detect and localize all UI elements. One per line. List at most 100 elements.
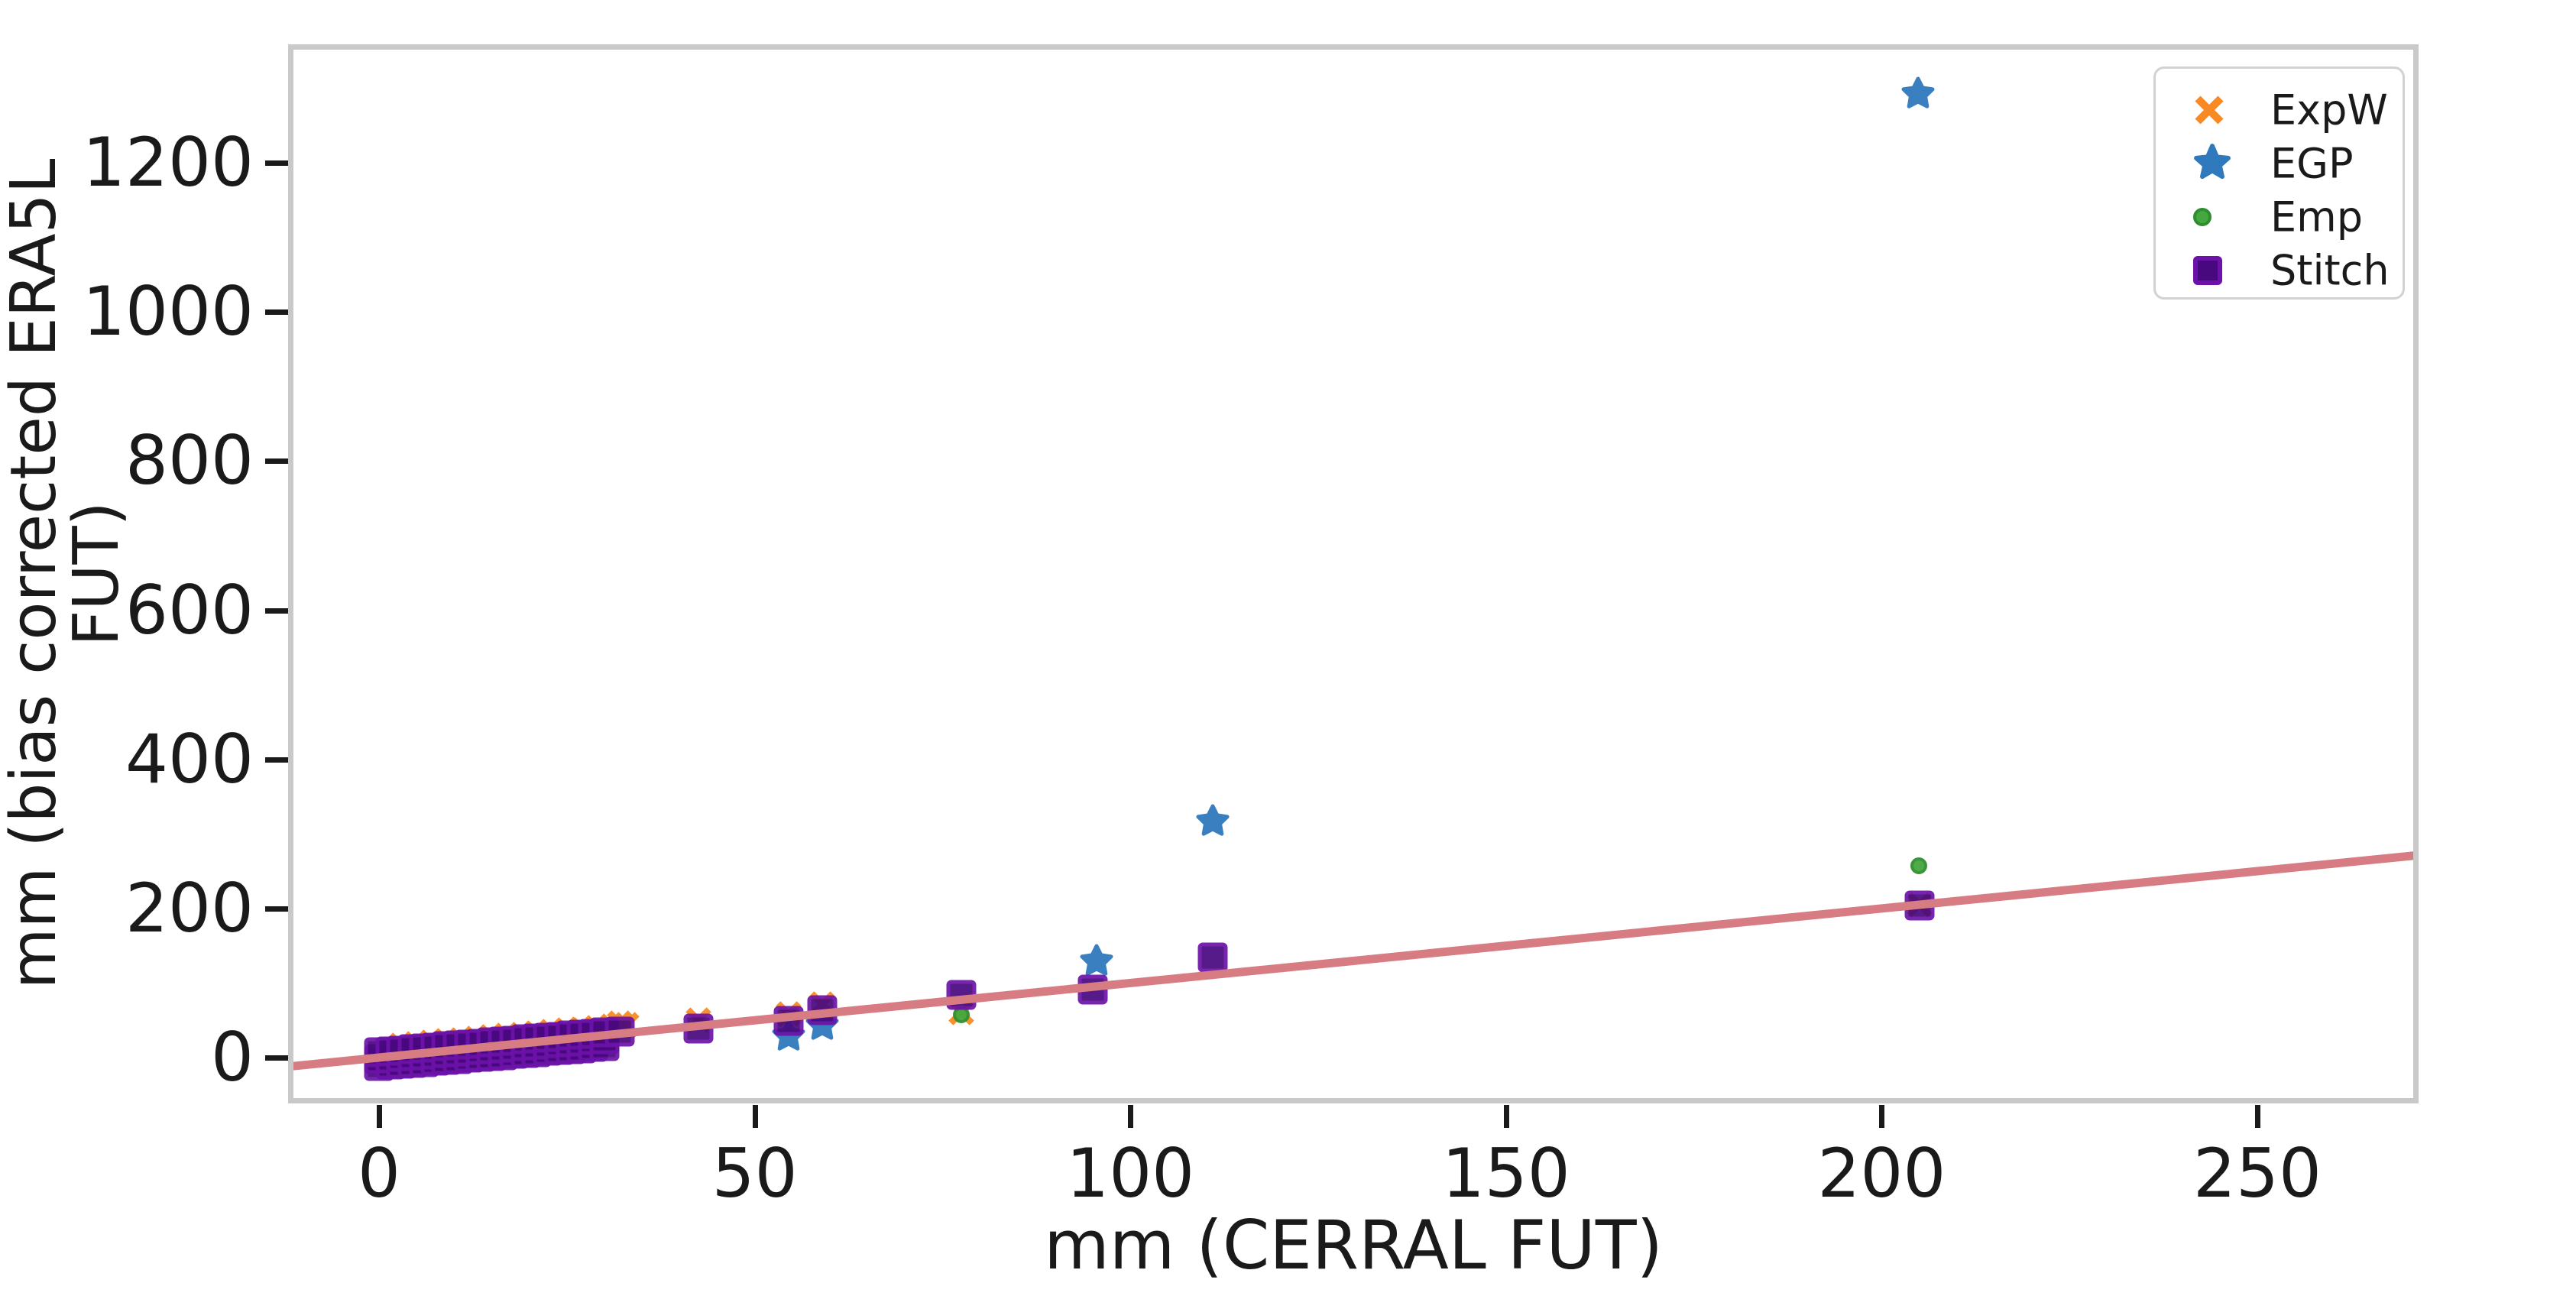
data-point-stitch [566, 1026, 597, 1057]
data-point-stitch [1077, 974, 1108, 1005]
data-point-stitch [544, 1028, 575, 1058]
data-point-stitch [499, 1025, 530, 1056]
data-point-stitch [409, 1047, 439, 1077]
data-point-stitch [604, 1016, 635, 1047]
data-point-stitch [533, 1035, 563, 1066]
data-point-expw [1906, 892, 1933, 918]
x-tick-mark [1128, 1105, 1134, 1128]
data-point-expw [584, 1015, 610, 1041]
data-point-egp [1196, 804, 1230, 836]
data-point-expw [776, 1001, 802, 1028]
x-tick-label: 0 [358, 1134, 400, 1213]
data-point-stitch [454, 1029, 484, 1060]
data-point-stitch [544, 1035, 575, 1065]
y-tick-label: 400 [125, 719, 254, 799]
data-point-stitch [510, 1038, 541, 1068]
x-tick-label: 250 [2193, 1134, 2322, 1213]
data-point-egp [772, 1019, 805, 1051]
data-point-stitch [521, 1030, 552, 1061]
data-point-stitch [556, 1027, 586, 1058]
data-point-expw [606, 1010, 633, 1036]
data-point-stitch [442, 1030, 473, 1061]
x-tick-label: 50 [711, 1134, 798, 1213]
data-point-stitch [397, 1034, 428, 1064]
legend-item-emp: Emp [2156, 193, 2403, 241]
square-marker-icon [2193, 256, 2222, 285]
data-point-stitch [589, 1031, 620, 1061]
legend-label-stitch: Stitch [2270, 246, 2390, 295]
x-axis-label: mm (CERRAL FUT) [1044, 1206, 1663, 1285]
data-point-stitch [566, 1033, 597, 1063]
data-point-stitch [386, 1048, 416, 1079]
x-tick-mark [377, 1105, 382, 1128]
data-point-expw [554, 1017, 580, 1044]
data-point-stitch [375, 1049, 406, 1080]
data-point-stitch [807, 995, 838, 1025]
legend-item-egp: EGP [2156, 139, 2403, 188]
data-point-stitch [589, 1024, 620, 1055]
data-point-stitch [375, 1036, 406, 1067]
x-marker-icon [2195, 96, 2224, 125]
data-point-stitch [510, 1031, 541, 1061]
data-point-stitch [431, 1031, 462, 1061]
data-point-stitch [566, 1019, 597, 1050]
data-point-stitch [397, 1048, 428, 1078]
data-point-expw [685, 1007, 711, 1033]
legend-label-egp: EGP [2270, 139, 2354, 188]
data-point-egp [1901, 76, 1935, 109]
y-tick-label: 0 [211, 1018, 254, 1097]
x-tick-mark [2255, 1105, 2260, 1128]
y-tick-mark [265, 906, 288, 912]
data-point-expw [449, 1026, 475, 1053]
data-point-expw [419, 1029, 445, 1055]
data-point-stitch [1197, 942, 1228, 973]
y-tick-mark [265, 160, 288, 167]
data-point-stitch [465, 1035, 496, 1065]
y-tick-label: 1200 [83, 123, 254, 202]
data-point-expw [539, 1019, 565, 1045]
x-tick-mark [1503, 1105, 1509, 1128]
data-point-stitch [397, 1041, 428, 1071]
data-point-expw [599, 1013, 625, 1039]
data-point-stitch [386, 1035, 416, 1066]
x-tick-label: 150 [1441, 1134, 1570, 1213]
data-point-stitch [946, 980, 977, 1010]
data-point-stitch [488, 1033, 518, 1064]
data-point-stitch [578, 1019, 608, 1049]
data-point-stitch [420, 1032, 451, 1063]
data-point-stitch [589, 1017, 620, 1048]
data-point-stitch [476, 1041, 507, 1071]
data-point-expw [809, 990, 835, 1017]
data-point-stitch [409, 1033, 439, 1064]
data-point-stitch [476, 1027, 507, 1058]
data-point-stitch [431, 1038, 462, 1068]
data-point-stitch [499, 1038, 530, 1069]
data-point-stitch [431, 1045, 462, 1075]
data-point-stitch [442, 1037, 473, 1068]
x-tick-mark [1879, 1105, 1885, 1128]
circle-marker-icon [2193, 208, 2211, 226]
data-point-stitch [499, 1032, 530, 1063]
data-point-emp [1910, 857, 1927, 875]
y-tick-mark [265, 458, 288, 465]
data-point-stitch [375, 1043, 406, 1074]
data-point-expw [523, 1020, 550, 1046]
data-point-stitch [510, 1024, 541, 1055]
y-tick-mark [265, 608, 288, 614]
data-point-stitch [556, 1034, 586, 1064]
data-point-stitch [533, 1029, 563, 1060]
data-point-stitch [364, 1037, 394, 1068]
legend-item-stitch: Stitch [2156, 246, 2403, 295]
data-point-stitch [773, 1006, 804, 1036]
fit-line [293, 851, 2413, 1071]
star-marker-icon [2194, 144, 2231, 180]
data-point-stitch [465, 1042, 496, 1072]
y-tick-mark [265, 757, 288, 763]
data-point-stitch [386, 1042, 416, 1072]
data-point-egp [1080, 944, 1113, 976]
data-point-expw [948, 1000, 974, 1026]
y-tick-mark [265, 309, 288, 316]
data-point-expw [509, 1021, 535, 1048]
data-point-stitch [454, 1036, 484, 1067]
